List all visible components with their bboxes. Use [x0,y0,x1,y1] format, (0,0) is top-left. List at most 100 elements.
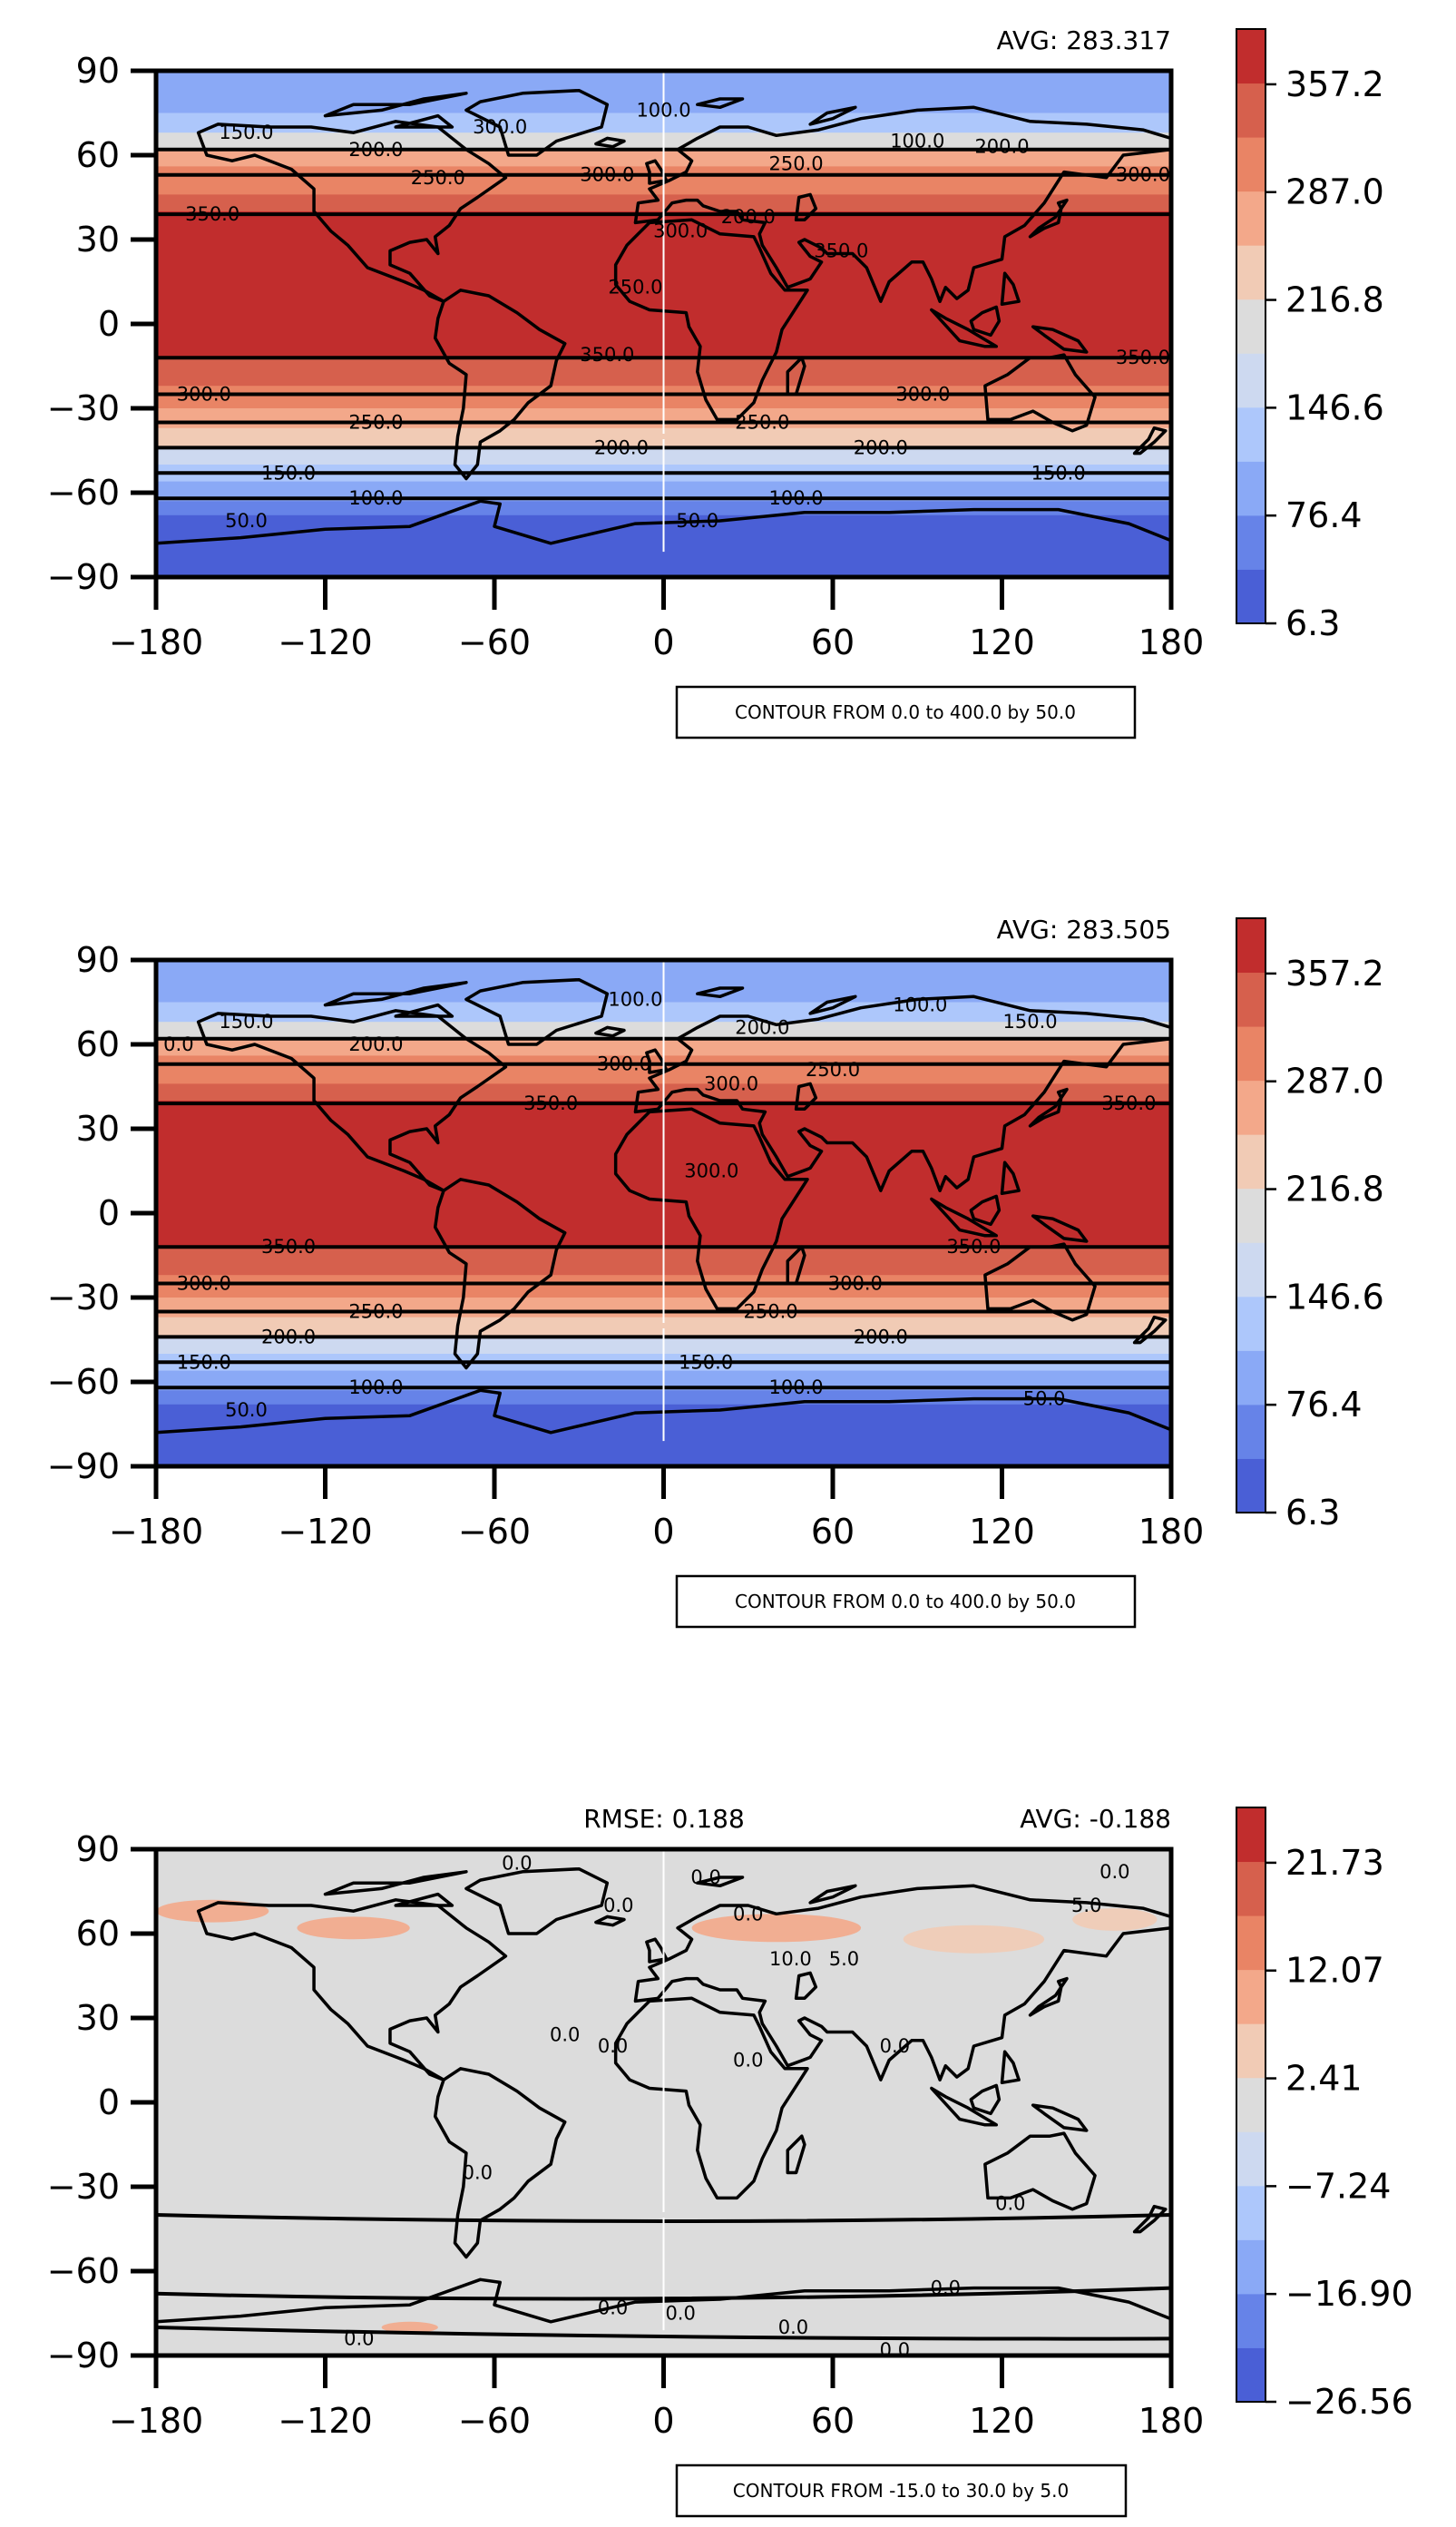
panel-bottom: 0.0 0.0 0.0 0.0 0.0 5.0 10.0 5.0 0.0 0.0 0.0 0.0 0.0… [47,1804,1413,2518]
land-novayaZemlya [808,105,857,126]
contour-label-3: 300.0 [473,116,527,138]
colorbar-segment-0 [1236,569,1265,624]
contour-label-10: 300.0 [1116,164,1170,186]
land-borneo [969,1194,1002,1227]
panel-top-colorbar: 357.2 287.0 216.8 146.6 76.4 6.3 [1236,28,1384,643]
panel-middle-contour-note: CONTOUR FROM 0.0 to 400.0 by 50.0 [735,1591,1076,1612]
colorbar-segment-4 [1236,2131,1265,2187]
y-tick-label-1: 60 [76,1024,120,1064]
colorbar-segment-5 [1236,299,1265,354]
contour-label-2: 250.0 [411,167,465,189]
y-tick-label-2: 30 [76,1998,120,2038]
colorbar-segment-4 [1236,353,1265,408]
panel-top-contour-labels: 150.0 200.0 250.0 300.0 350.0 100.0 300.0 250.0… [177,99,1170,532]
land-africa [613,218,809,422]
contour-label-18: 250.0 [744,1301,798,1323]
panel-top-avg-label: AVG: 283.317 [997,25,1171,55]
panel-bottom-x-ticks: −180 −120 −60 0 60 120 180 [109,2356,1204,2441]
colorbar-segment-2 [1236,461,1265,516]
x-tick-label-3: 0 [652,2401,674,2441]
colorbar-tick-label-2: 216.8 [1285,1170,1384,1210]
y-tick-label-0: 90 [76,1829,120,1869]
land-greenland [464,88,610,157]
contour-label-16: 300.0 [828,1273,883,1295]
land-arcticIslands2 [394,113,454,129]
field-anomaly-2 [691,1914,862,1943]
land-arcticIslands2 [394,1892,454,1907]
contour-label-14: 250.0 [608,277,662,299]
contour-label-8: 0.0 [550,2024,580,2046]
y-tick-label-4: −30 [47,2167,120,2207]
land-northAmerica [196,120,508,303]
colorbar-segment-1 [1236,1404,1265,1459]
y-tick-label-2: 30 [76,1109,120,1149]
panel-top-contour-note-box [675,685,1137,739]
contour-label-2: 0.0 [1099,1861,1129,1883]
colorbar-frame [1236,917,1266,1513]
colorbar-segment-5 [1236,1188,1265,1243]
land-arcticIslands [323,1870,468,1896]
contour-label-16: 350.0 [1116,347,1170,368]
colorbar-tick-label-1: 287.0 [1285,172,1384,212]
colorbar-segment-9 [1236,972,1265,1027]
contour-label-13: 0.0 [995,2193,1025,2215]
land-svalbard [696,986,745,999]
contour-label-0: 0.0 [502,1853,532,1875]
contour-label-6: 200.0 [735,1016,789,1038]
contour-label-18: 300.0 [895,384,950,406]
colorbar-segment-5 [1236,2077,1265,2132]
y-tick-label-0: 90 [76,51,120,91]
colorbar-segment-4 [1236,1242,1265,1298]
land-antarctica [156,1388,1171,1466]
colorbar-tick-label-4: 76.4 [1285,495,1363,535]
contour-label-26: 50.0 [1023,1388,1066,1410]
zero-contour-2 [156,2326,1171,2341]
colorbar-segment-1 [1236,514,1265,570]
y-tick-label-1: 60 [76,1914,120,1954]
land-madagascar [786,2134,806,2175]
contour-label-17: 250.0 [348,1301,403,1323]
x-tick-label-5: 120 [969,2401,1035,2441]
contour-label-20: 250.0 [735,412,789,434]
panel-middle-avg-label: AVG: 283.505 [997,915,1171,945]
colorbar-segment-8 [1236,1915,1265,1971]
colorbar-segment-3 [1236,2185,1265,2240]
colorbar-segment-9 [1236,83,1265,138]
land-africa [613,1107,809,1311]
y-tick-label-3: 0 [98,2082,120,2122]
contour-label-15: 350.0 [580,344,634,366]
land-japan [1028,1976,1069,2017]
land-northAmerica [196,1898,508,2081]
contour-label-10: 0.0 [733,2050,763,2072]
x-tick-label-2: −60 [458,1512,531,1552]
panel-bottom-y-ticks: 90 60 30 0 −30 −60 −90 [47,1829,156,2375]
land-arcticIslands [323,981,468,1007]
contour-label-6: 300.0 [580,164,634,186]
land-arcticIslands2 [394,1003,454,1018]
contour-label-8: 100.0 [890,131,944,152]
land-caspian [794,1971,818,2001]
panel-middle-contour-note-box [675,1574,1137,1629]
land-northAmerica [196,1009,508,1192]
panel-middle-y-ticks: 90 60 30 0 −30 −60 −90 [47,940,156,1486]
colorbar-segment-1 [1236,2293,1265,2348]
y-tick-label-0: 90 [76,940,120,980]
contour-label-4: 350.0 [185,203,239,225]
colorbar-segment-7 [1236,1969,1265,2024]
land-philippines [1000,271,1021,307]
land-indonesia [930,308,999,348]
colorbar-segment-3 [1236,406,1265,462]
panel-bottom-contour-labels: 0.0 0.0 0.0 0.0 0.0 5.0 10.0 5.0 0.0 0.0 0.0 0.0 0.0… [344,1853,1129,2356]
contour-label-15: 0.0 [598,2297,628,2318]
x-tick-label-3: 0 [652,622,674,662]
panel-bottom-rmse-label: RMSE: 0.188 [583,1804,745,1834]
contour-label-7: 250.0 [806,1059,860,1081]
land-novayaZemlya [808,1884,857,1905]
contour-label-7: 5.0 [829,1948,859,1970]
contour-label-8: 100.0 [893,994,947,1016]
land-southAmerica [433,1178,567,1370]
contour-label-6: 10.0 [769,1948,812,1970]
panel-bottom-colorbar: 21.73 12.07 2.41 −7.24 −16.90 −26.56 [1236,1807,1413,2422]
contour-label-15: 300.0 [177,1273,231,1295]
y-tick-label-3: 0 [98,1193,120,1233]
